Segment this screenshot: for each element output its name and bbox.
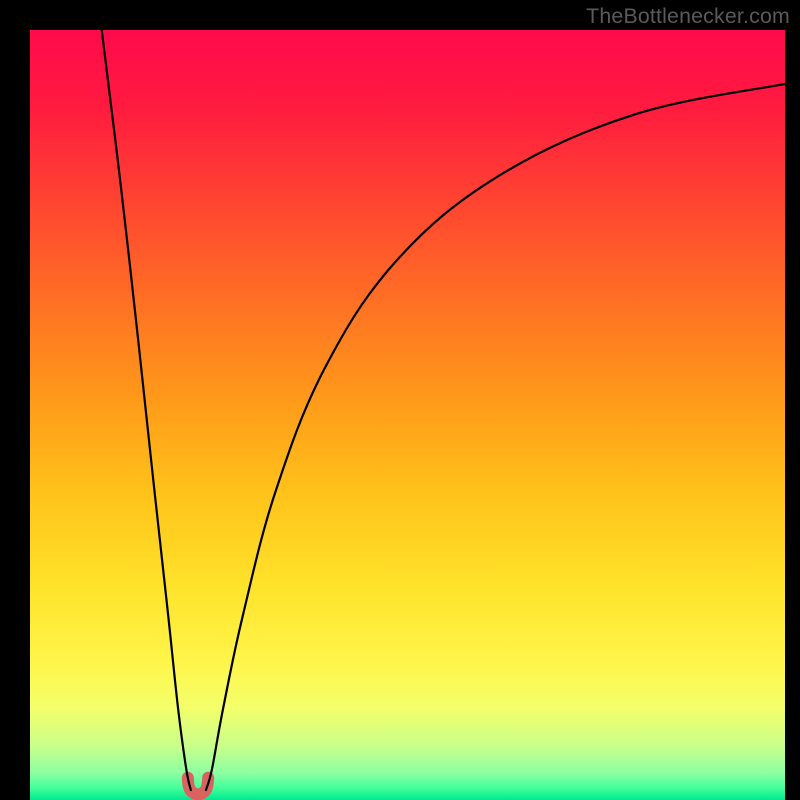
curve-left-branch [102,30,191,790]
plot-area [30,30,785,800]
curve-layer [30,30,785,800]
watermark-text: TheBottlenecker.com [586,4,790,29]
chart-canvas: TheBottlenecker.com [0,0,800,800]
curve-right-branch [206,84,785,790]
